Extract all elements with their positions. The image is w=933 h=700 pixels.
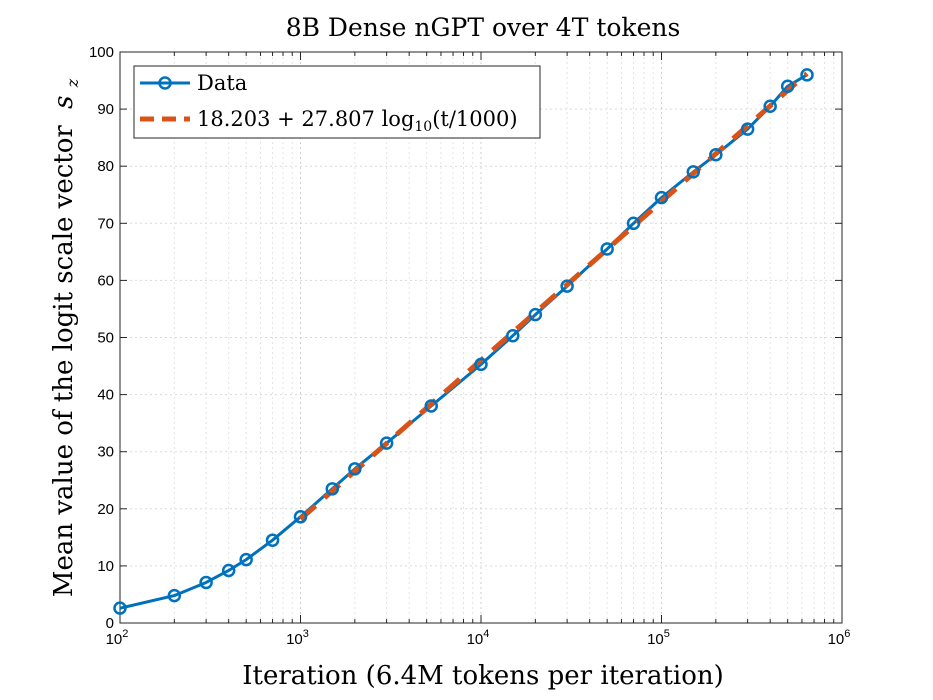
- y-axis-label-text: Mean value of the logit scale vector: [49, 125, 79, 598]
- y-axis-label-symbol: s: [49, 96, 79, 109]
- y-axis-label-subscript: z: [63, 78, 82, 88]
- data-point: [474, 357, 488, 372]
- fit-series-line: [298, 71, 809, 521]
- data-point: [167, 588, 182, 603]
- legend-data-marker: [158, 76, 172, 90]
- data-point: [348, 462, 362, 476]
- data-point: [239, 552, 253, 567]
- data-point: [528, 307, 543, 322]
- data-point: [221, 563, 236, 578]
- y-tick-label: 100: [89, 44, 114, 61]
- data-point: [379, 436, 394, 450]
- y-tick-label: 60: [97, 272, 114, 289]
- data-point: [709, 148, 723, 162]
- y-tick-label: 0: [106, 615, 114, 632]
- legend-data-label: Data: [197, 71, 247, 95]
- data-point: [654, 190, 669, 205]
- data-point: [800, 68, 814, 82]
- data-point: [265, 533, 280, 547]
- y-tick-label: 20: [97, 501, 114, 518]
- legend-fit-label: 18.203 + 27.807 log10(t/1000): [197, 107, 518, 135]
- series-layer: [113, 68, 814, 615]
- data-point: [626, 216, 641, 231]
- legend-fit-label-b: (t/1000): [432, 107, 517, 131]
- legend: Data 18.203 + 27.807 log10(t/1000): [133, 65, 541, 139]
- legend-box: [133, 65, 541, 139]
- data-point: [686, 165, 701, 179]
- y-axis-label: Mean value of the logit scale vector s z: [49, 78, 82, 597]
- data-point: [780, 79, 795, 94]
- y-tick-label: 50: [97, 330, 114, 347]
- data-point: [763, 99, 777, 113]
- data-point: [199, 575, 213, 590]
- chart-title: 8B Dense nGPT over 4T tokens: [286, 13, 681, 42]
- data-point: [740, 122, 755, 136]
- y-tick-label: 70: [97, 215, 114, 232]
- x-tick-label: 103: [286, 628, 309, 648]
- x-tick-label: 106: [828, 628, 851, 648]
- legend-fit-label-sub: 10: [414, 119, 432, 135]
- grid: [120, 52, 842, 623]
- x-axis-label: Iteration (6.4M tokens per iteration): [242, 661, 724, 691]
- data-point: [600, 242, 614, 256]
- y-tick-label: 80: [97, 158, 114, 175]
- data-point: [293, 510, 308, 524]
- x-tick-label: 102: [106, 628, 129, 648]
- data-point: [325, 482, 340, 496]
- data-point: [113, 601, 127, 615]
- data-point: [424, 399, 438, 413]
- legend-fit-label-a: 18.203 + 27.807 log: [197, 107, 414, 131]
- y-tick-label: 10: [97, 558, 114, 575]
- x-tick-label: 105: [647, 628, 670, 648]
- y-tick-label: 90: [97, 101, 114, 118]
- x-tick-labels: 102 103 104 105 106: [106, 628, 851, 648]
- data-point: [506, 329, 520, 343]
- y-tick-label: 30: [97, 444, 114, 461]
- y-tick-label: 40: [97, 387, 114, 404]
- x-tick-label: 104: [467, 628, 490, 648]
- y-tick-labels: 0 10 20 30 40 50 60 70 80 90 100: [89, 44, 114, 632]
- axis-ticks: [119, 51, 843, 624]
- data-point: [560, 279, 574, 293]
